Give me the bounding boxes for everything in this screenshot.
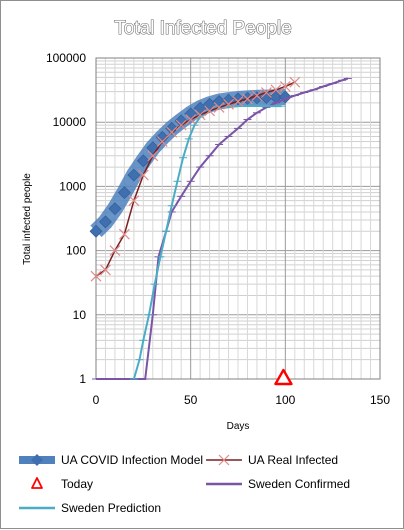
legend-label: UA Real Infected [248, 453, 338, 467]
model-point [127, 168, 141, 182]
chart-title: Total Infected People [114, 18, 291, 39]
model-point [89, 224, 103, 238]
model-point [99, 215, 112, 229]
legend-label: Sweden Confirmed [248, 477, 350, 491]
ua-real-point [223, 98, 234, 110]
legend-marker [31, 477, 43, 489]
ua-real-point [175, 119, 187, 131]
y-tick-label: 10000 [53, 115, 87, 129]
x-axis-ticks: 0 50 100 150 [93, 393, 391, 407]
grid [95, 58, 381, 380]
x-tick-label: 50 [184, 393, 198, 407]
ua-real-point [185, 114, 197, 125]
ua-real-point [100, 264, 111, 276]
legend: UA COVID Infection Model UA Real Infected… [19, 453, 350, 515]
ua-real-point [109, 245, 121, 257]
ua-real-point [204, 105, 216, 117]
series-layer [89, 76, 352, 386]
y-tick-label: 10 [73, 308, 87, 322]
model-point [259, 91, 273, 104]
y-tick-label: 1000 [59, 179, 86, 193]
y-axis-ticks: 1 10 100 1000 10000 100000 [46, 51, 86, 386]
series-ua-real-infected [95, 81, 296, 277]
ua-real-point [147, 150, 159, 162]
ua-real-point [90, 270, 102, 282]
x-tick-label: 100 [275, 393, 295, 407]
model-point [155, 130, 169, 144]
legend-item-today: Today [31, 477, 93, 491]
plot-area [95, 57, 381, 380]
ua-real-point [289, 76, 301, 88]
today-marker [274, 368, 293, 386]
legend-marker [218, 454, 230, 466]
ua-real-point [156, 136, 168, 147]
ua-real-point [251, 90, 263, 101]
model-point [136, 154, 150, 168]
legend-label: Today [61, 477, 93, 491]
x-axis-title: Days [227, 421, 250, 432]
legend-item-model: UA COVID Infection Model [19, 453, 203, 467]
model-point [165, 121, 179, 135]
series-sweden-prediction [132, 105, 282, 380]
x-tick-label: 0 [93, 393, 100, 407]
ua-real-point [128, 195, 140, 207]
y-axis-title: Total infected people [22, 173, 33, 265]
x-tick-label: 150 [370, 393, 390, 407]
legend-marker [31, 454, 43, 466]
y-tick-label: 1 [79, 372, 86, 386]
ua-real-point [270, 84, 282, 96]
legend-item-real: UA Real Infected [206, 453, 338, 467]
ua-real-point [166, 126, 178, 138]
legend-label: Sweden Prediction [61, 501, 161, 515]
y-tick-label: 100 [66, 244, 86, 258]
model-point [117, 186, 131, 200]
ua-real-point [242, 93, 253, 105]
ua-real-point [279, 81, 291, 92]
model-point [108, 202, 122, 216]
legend-item-sweden-confirmed: Sweden Confirmed [206, 477, 350, 491]
ua-real-point [260, 87, 272, 98]
legend-label: UA COVID Infection Model [61, 453, 203, 467]
ua-real-point [137, 169, 149, 181]
ua-real-point [232, 96, 244, 107]
ua-real-point [118, 228, 130, 240]
y-tick-label: 100000 [46, 51, 86, 65]
legend-item-sweden-prediction: Sweden Prediction [19, 501, 161, 515]
ua-real-point [213, 101, 225, 113]
ua-real-point [194, 109, 206, 121]
